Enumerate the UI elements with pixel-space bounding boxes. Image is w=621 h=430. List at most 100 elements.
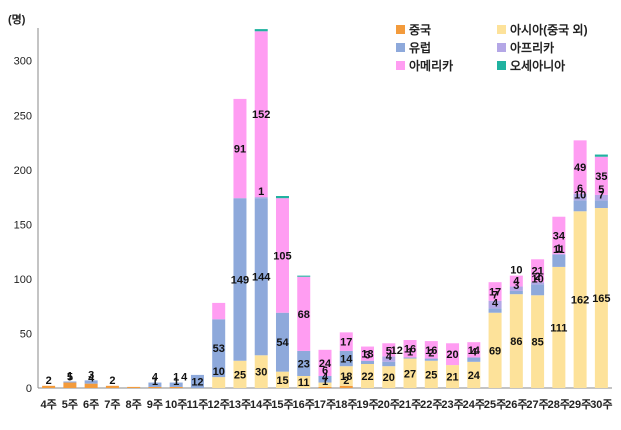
data-label: 91 — [234, 144, 246, 156]
bar-segment — [318, 376, 332, 383]
y-tick-label: 50 — [20, 328, 32, 340]
data-label: 2 — [343, 375, 349, 387]
bar-segment — [382, 366, 396, 388]
bar-segment — [233, 360, 247, 388]
x-tick-label: 24주 — [463, 398, 485, 411]
bar-segment — [169, 386, 183, 388]
x-tick-label: 25주 — [484, 398, 506, 411]
x-tick-label: 17주 — [314, 398, 336, 411]
bar-segment — [148, 382, 162, 387]
x-tick-label: 29주 — [569, 398, 591, 411]
data-label: 17 — [340, 337, 352, 349]
bar-segment — [275, 198, 289, 313]
data-label: 5 — [598, 184, 604, 196]
data-label: 35 — [595, 171, 607, 183]
x-tick-label: 10주 — [165, 398, 187, 411]
bar-segment — [403, 357, 417, 359]
data-label: 21 — [446, 372, 458, 384]
data-label: 18 — [340, 371, 352, 383]
legend-swatch — [497, 43, 506, 52]
data-label: 4 — [181, 372, 188, 384]
data-label: 2 — [46, 375, 52, 387]
legend-swatch — [497, 61, 506, 70]
bar-segment — [318, 386, 332, 388]
data-label: 111 — [550, 322, 567, 334]
bar-segment — [467, 357, 481, 362]
data-label: 152 — [252, 109, 270, 121]
bar-segment — [63, 381, 77, 383]
bar-segment — [488, 312, 502, 388]
legend-label: 유럽 — [409, 41, 431, 55]
bar-segment — [148, 386, 162, 388]
data-label: 69 — [489, 345, 501, 357]
x-tick-label: 5주 — [62, 398, 78, 411]
x-tick-label: 11주 — [187, 398, 209, 411]
x-tick-label: 18주 — [335, 398, 357, 411]
x-tick-label: 7주 — [104, 398, 120, 411]
data-label: 4 — [88, 373, 95, 385]
bar-segment — [509, 290, 523, 295]
data-label: 24 — [319, 358, 332, 370]
data-label: 14 — [340, 354, 353, 366]
data-label: 162 — [571, 295, 589, 307]
x-tick-label: 13주 — [229, 398, 251, 411]
data-label: 1 — [556, 243, 562, 255]
bar-segment — [509, 294, 523, 388]
bar-segment — [382, 361, 396, 367]
bar-segment — [318, 349, 332, 376]
legend-label: 오세아니아 — [510, 58, 565, 73]
bar-segment — [254, 197, 268, 199]
bar-segment — [488, 300, 502, 309]
bar-segment — [467, 361, 481, 388]
bar-segment — [382, 343, 396, 357]
data-label: 1 — [152, 376, 158, 388]
x-tick-label: 9주 — [147, 398, 163, 411]
data-label: 4 — [471, 346, 478, 358]
bar-segment — [573, 193, 587, 201]
bar-segment — [446, 365, 460, 388]
bar-segment — [573, 200, 587, 212]
legend-swatch — [497, 25, 506, 34]
bar-segment — [446, 343, 460, 366]
data-label: 14 — [468, 345, 481, 357]
data-label: 25 — [234, 369, 246, 381]
bar-segment — [254, 198, 268, 356]
y-ticks: 0 50 100 150 200 250 300 — [14, 56, 32, 395]
legend-label: 아메리카 — [409, 58, 453, 73]
x-tick-label: 30주 — [590, 398, 612, 411]
data-label: 10 — [574, 189, 586, 201]
bar-segment — [254, 31, 268, 198]
data-label: 86 — [510, 336, 522, 348]
x-labels: 4주 5주 6주 7주 8주 9주 10주 11주 12주13주14주15주16주17주18주1… — [41, 398, 613, 411]
data-label: 1 — [258, 186, 264, 198]
data-label: 22 — [361, 371, 373, 383]
bar-segment — [594, 194, 608, 201]
bar-segment — [552, 254, 566, 267]
bar-segment — [403, 358, 417, 388]
data-label: 20 — [446, 349, 458, 361]
bar-segment — [297, 350, 311, 376]
bar-segment — [573, 211, 587, 388]
data-label: 54 — [276, 337, 289, 349]
data-label: 4 — [513, 276, 520, 288]
y-axis-label: (명) — [8, 12, 26, 26]
bar-segment — [275, 196, 289, 199]
data-label: 12 — [191, 376, 203, 388]
bar-segment — [531, 284, 545, 296]
bar-segment — [594, 200, 608, 208]
bar-segment — [105, 385, 119, 388]
bar-segment — [297, 376, 311, 388]
data-label: 10 — [213, 366, 225, 378]
bar-segment — [531, 282, 545, 285]
data-label: 5 — [67, 372, 73, 384]
bar-segment — [318, 382, 332, 387]
data-label: 12 — [391, 345, 403, 357]
data-label: 165 — [592, 293, 610, 305]
data-label: 1 — [173, 376, 179, 388]
data-label: 1 — [407, 346, 413, 358]
bar-segment — [531, 295, 545, 388]
legend-swatch — [396, 61, 405, 70]
bar-segment — [594, 208, 608, 388]
data-label: 3 — [364, 350, 370, 362]
data-label: 30 — [255, 367, 267, 379]
